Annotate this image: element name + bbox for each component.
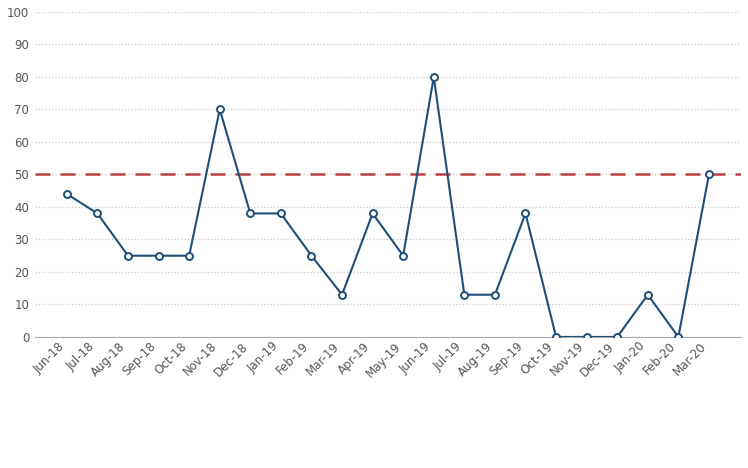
Sentiment Risk bbox=[582, 334, 591, 340]
Bearish (if 50 or above) bbox=[62, 172, 71, 177]
Sentiment Risk bbox=[429, 74, 438, 80]
Sentiment Risk bbox=[307, 253, 316, 258]
Sentiment Risk bbox=[154, 253, 163, 258]
Sentiment Risk bbox=[277, 211, 286, 216]
Sentiment Risk bbox=[368, 211, 377, 216]
Sentiment Risk bbox=[551, 334, 560, 340]
Sentiment Risk bbox=[674, 334, 683, 340]
Sentiment Risk bbox=[337, 292, 346, 298]
Line: Sentiment Risk: Sentiment Risk bbox=[64, 73, 712, 340]
Sentiment Risk bbox=[246, 211, 255, 216]
Sentiment Risk bbox=[643, 292, 652, 298]
Sentiment Risk bbox=[62, 191, 71, 197]
Sentiment Risk bbox=[93, 211, 102, 216]
Sentiment Risk bbox=[521, 211, 530, 216]
Sentiment Risk bbox=[123, 253, 132, 258]
Bearish (if 50 or above) bbox=[93, 172, 102, 177]
Sentiment Risk bbox=[705, 172, 714, 177]
Sentiment Risk bbox=[460, 292, 469, 298]
Sentiment Risk bbox=[613, 334, 622, 340]
Sentiment Risk bbox=[491, 292, 500, 298]
Sentiment Risk bbox=[399, 253, 408, 258]
Sentiment Risk bbox=[185, 253, 194, 258]
Sentiment Risk bbox=[215, 107, 224, 112]
